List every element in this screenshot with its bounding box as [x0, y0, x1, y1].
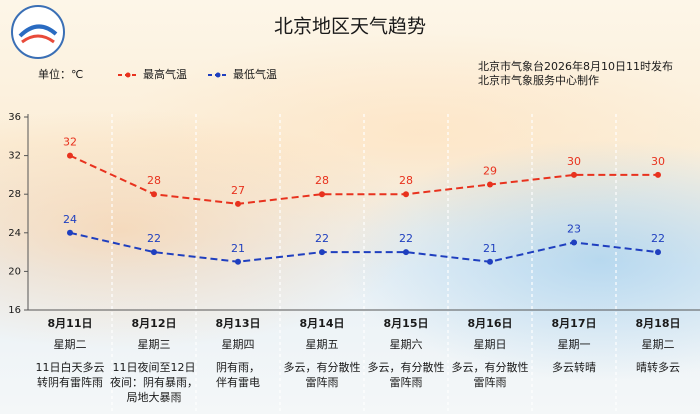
value-label: 28 — [315, 174, 329, 187]
point — [571, 171, 577, 178]
weekday-label: 星期日 — [474, 338, 507, 351]
weather-label: 伴有雷电 — [216, 375, 260, 389]
weather-label: 多云，有分散性 — [452, 360, 529, 374]
point — [151, 249, 157, 256]
point — [67, 152, 73, 159]
note: 北京市气象台2026年8月10日11时发布 — [478, 59, 673, 73]
y-tick-label: 32 — [8, 151, 21, 162]
y-tick-label: 16 — [8, 305, 21, 316]
chart-title: 北京地区天气趋势 — [274, 16, 426, 38]
value-label: 22 — [651, 232, 665, 245]
value-label: 28 — [147, 174, 161, 187]
value-label: 27 — [231, 184, 245, 197]
weather-label: 雷阵雨 — [474, 375, 507, 389]
y-tick-label: 28 — [8, 189, 21, 200]
point — [319, 191, 325, 198]
temperature-line — [69, 231, 659, 263]
value-label: 29 — [483, 165, 497, 178]
point — [403, 249, 409, 256]
date-label: 8月18日 — [636, 317, 681, 330]
note: 北京市气象服务中心制作 — [478, 73, 599, 87]
weekday-label: 星期二 — [54, 338, 87, 351]
weekday-label: 星期四 — [222, 338, 255, 351]
weather-label: 11日夜间至12日 — [113, 360, 196, 374]
date-label: 8月13日 — [216, 317, 261, 330]
value-label: 22 — [147, 232, 161, 245]
weather-label: 夜间：阴有暴雨， — [110, 375, 198, 389]
weather-label: 多云转晴 — [552, 360, 596, 374]
date-label: 8月12日 — [132, 317, 177, 330]
point — [403, 191, 409, 198]
value-label: 22 — [315, 232, 329, 245]
point — [571, 239, 577, 246]
legend-label: 最高气温 — [143, 67, 187, 81]
weekday-label: 星期三 — [138, 338, 171, 351]
weather-label: 转阴有雷阵雨 — [37, 375, 103, 389]
value-label: 21 — [483, 242, 497, 255]
weather-label: 晴转多云 — [636, 360, 680, 374]
value-label: 32 — [63, 136, 77, 149]
unit-label: 单位：℃ — [38, 67, 83, 81]
legend-label: 最低气温 — [233, 67, 277, 81]
value-label: 24 — [63, 213, 77, 226]
point — [235, 258, 241, 265]
value-label: 23 — [567, 222, 581, 235]
y-tick-label: 20 — [8, 266, 21, 277]
point — [655, 171, 661, 178]
y-tick-label: 24 — [8, 228, 21, 239]
weather-label: 局地大暴雨 — [127, 390, 182, 404]
weather-label: 雷阵雨 — [390, 375, 423, 389]
point — [235, 200, 241, 207]
value-label: 22 — [399, 232, 413, 245]
y-tick-label: 36 — [8, 112, 21, 123]
legend-dot — [125, 72, 131, 78]
logo — [11, 5, 65, 59]
value-label: 30 — [651, 155, 665, 168]
point — [655, 249, 661, 256]
point — [67, 229, 73, 236]
weather-label: 多云，有分散性 — [368, 360, 445, 374]
date-label: 8月15日 — [384, 317, 429, 330]
value-label: 21 — [231, 242, 245, 255]
weekday-label: 星期二 — [642, 338, 675, 351]
weekday-label: 星期六 — [390, 338, 423, 351]
point — [319, 249, 325, 256]
date-label: 8月14日 — [300, 317, 345, 330]
point — [151, 191, 157, 198]
weekday-label: 星期五 — [306, 338, 339, 351]
value-label: 28 — [399, 174, 413, 187]
weather-label: 阴有雨， — [216, 360, 260, 374]
date-label: 8月11日 — [48, 317, 93, 330]
legend-dot — [215, 72, 221, 78]
point — [487, 181, 493, 188]
temperature-line — [69, 154, 658, 205]
weekday-label: 星期一 — [558, 338, 591, 351]
date-label: 8月17日 — [552, 317, 597, 330]
weather-label: 多云，有分散性 — [284, 360, 361, 374]
point — [487, 258, 493, 265]
value-label: 30 — [567, 155, 581, 168]
weather-label: 雷阵雨 — [306, 375, 339, 389]
date-label: 8月16日 — [468, 317, 513, 330]
weather-label: 11日白天多云 — [36, 360, 105, 374]
